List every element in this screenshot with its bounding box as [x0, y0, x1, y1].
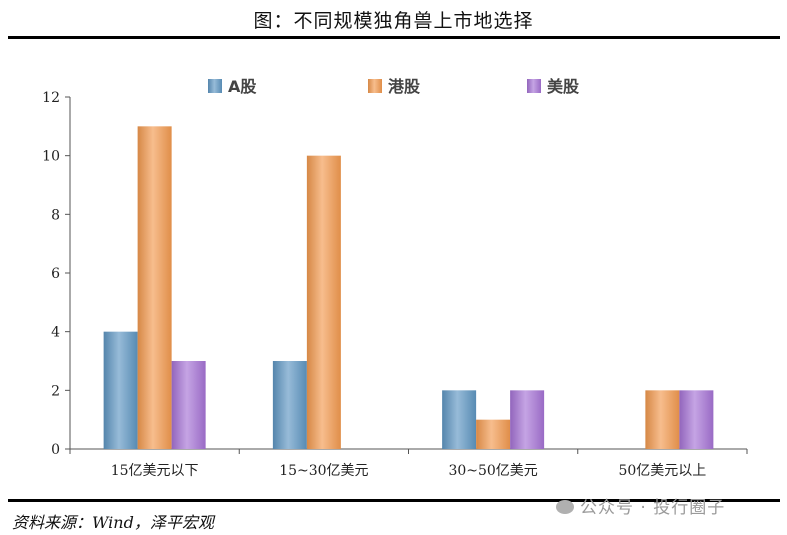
bar-A股-30~50亿美元 [442, 390, 477, 449]
bar-A股-15~30亿美元 [272, 361, 307, 449]
legend-label: 港股 [388, 77, 421, 96]
bar-港股-15~30亿美元 [306, 155, 341, 449]
y-tick-label: 4 [51, 325, 60, 341]
bar-美股-15亿美元以下 [171, 361, 206, 449]
figure-title: 图：不同规模独角兽上市地选择 [253, 10, 534, 32]
legend-label: 美股 [547, 77, 580, 96]
chart-axes: 0 2 4 6 8 10 12 15亿美元以下 15~30亿美元 30~50亿美元 50亿美元以上 [42, 90, 748, 479]
bar-港股-30~50亿美元 [476, 419, 511, 449]
y-tick-label: 0 [51, 442, 60, 458]
legend-label: A股 [228, 77, 257, 96]
y-tick-label: 12 [42, 90, 60, 106]
chart-bars [103, 126, 714, 449]
y-tick-label: 10 [42, 149, 60, 165]
y-tick-label: 6 [51, 266, 60, 282]
x-category-label: 15亿美元以下 [111, 463, 199, 479]
legend-swatch [208, 79, 222, 93]
y-tick-label: 8 [51, 207, 60, 223]
source-note: 资料来源：Wind，泽平宏观 [12, 513, 214, 532]
bar-港股-15亿美元以下 [137, 126, 172, 449]
y-tick-label: 2 [51, 383, 60, 399]
x-category-label: 50亿美元以上 [618, 463, 706, 479]
bottom-rule [8, 499, 780, 502]
top-rule [8, 36, 780, 39]
bar-A股-15亿美元以下 [103, 331, 138, 449]
bar-美股-50亿美元以上 [679, 390, 714, 449]
watermark: 公众号 · 投行圈子 [556, 493, 725, 518]
watermark-text: 公众号 · 投行圈子 [580, 498, 726, 518]
legend-swatch [527, 79, 541, 93]
chart-legend: A股 港股 美股 [208, 77, 580, 96]
legend-swatch [368, 79, 382, 93]
x-category-label: 15~30亿美元 [279, 463, 368, 479]
x-category-label: 30~50亿美元 [448, 463, 537, 479]
wechat-icon [556, 500, 574, 514]
bar-港股-50亿美元以上 [645, 390, 680, 449]
bar-美股-30~50亿美元 [510, 390, 545, 449]
